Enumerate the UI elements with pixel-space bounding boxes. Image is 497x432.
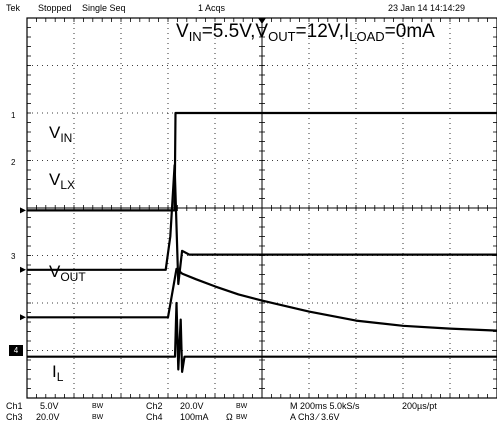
ch4-scale: 100mA <box>180 412 209 422</box>
channel-3-arrow <box>20 314 26 321</box>
brand-label: Tek <box>6 3 21 13</box>
test-conditions: VIN=5.5V,VOUT=12V,ILOAD=0mA <box>176 20 435 44</box>
ch1-bw-icon: BW <box>92 403 104 410</box>
trace-vout <box>27 267 497 332</box>
sample-interval: 200µs/pt <box>402 401 437 411</box>
trace-vlx <box>27 164 497 286</box>
trigger-readout: A Ch3 ⁄ 3.6V <box>290 412 340 422</box>
trace-label-vin: VIN <box>49 123 73 145</box>
timebase-readout: M 200ms 5.0kS/s <box>290 401 360 411</box>
acquisition-mode: Single Seq <box>82 3 126 13</box>
channel-2-arrow <box>20 266 26 273</box>
channel-1-arrow <box>20 207 26 214</box>
trace-label-vout: VOUT <box>49 262 86 284</box>
ch4-label: Ch4 <box>146 412 163 422</box>
ch2-bw-icon: BW <box>236 403 248 410</box>
trigger-position-marker <box>258 18 266 24</box>
ch2-label: Ch2 <box>146 401 163 411</box>
channel-3-marker[interactable]: 3 <box>11 252 16 261</box>
trace-il <box>27 301 497 373</box>
ch3-label: Ch3 <box>6 412 23 422</box>
acquisition-state: Stopped <box>38 3 72 13</box>
iload-condition: ILOAD=0mA <box>343 21 435 44</box>
vout-condition: VOUT=12V, <box>255 21 344 44</box>
trace-vin <box>27 111 497 212</box>
ch1-label: Ch1 <box>6 401 23 411</box>
ch2-scale: 20.0V <box>180 401 204 411</box>
channel-4-marker[interactable]: 4 <box>9 345 23 356</box>
date-time: 23 Jan 14 14:14:29 <box>388 3 466 13</box>
channel-2-marker[interactable]: 2 <box>11 158 16 167</box>
trace-label-vlx: VLX <box>49 170 76 192</box>
vin-condition: VIN=5.5V, <box>176 21 256 44</box>
ch1-scale: 5.0V <box>40 401 59 411</box>
ch4-bw-icon: BW <box>236 414 248 421</box>
ch3-bw-icon: BW <box>92 414 104 421</box>
graticule <box>26 17 497 399</box>
ch4-ohm-icon: Ω <box>226 412 233 422</box>
acquisition-count: 1 Acqs <box>198 3 226 13</box>
waveform-traces <box>20 18 497 373</box>
trace-label-il: IL <box>52 362 64 384</box>
ch3-scale: 20.0V <box>36 412 60 422</box>
channel-1-marker[interactable]: 1 <box>11 111 16 120</box>
